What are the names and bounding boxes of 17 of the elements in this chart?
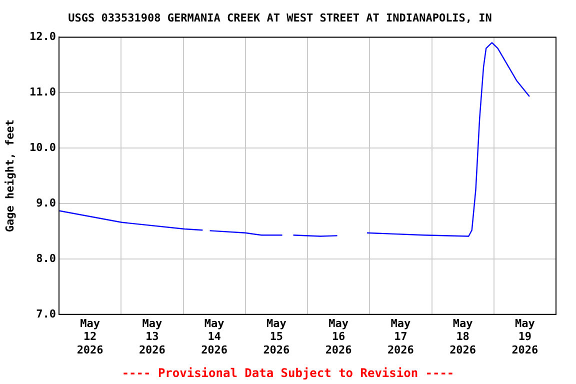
x-tick-label: May 16 2026 — [325, 316, 352, 356]
y-tick-label: 8.0 — [36, 252, 56, 265]
x-tick-label: May 15 2026 — [263, 316, 290, 356]
x-tick-label: May 19 2026 — [512, 316, 539, 356]
y-axis-title: Gage height, feet — [3, 120, 16, 232]
x-tick-label: May 12 2026 — [76, 316, 104, 356]
y-tick-label: 7.0 — [36, 307, 56, 320]
y-tick-label: 10.0 — [30, 140, 56, 154]
chart-title: USGS 033531908 GERMANIA CREEK AT WEST STREET AT INDIANAPOLIS, IN — [68, 11, 492, 24]
x-tick-label: May 18 2026 — [450, 316, 476, 356]
x-tick-label: May 13 2026 — [138, 316, 166, 356]
x-tick-label: May 17 2026 — [387, 316, 414, 356]
y-tick-label: 9.0 — [36, 196, 56, 210]
y-tick-label: 12.0 — [30, 30, 56, 44]
x-tick-label: May 14 2026 — [201, 316, 228, 356]
text: ---- Provisional Data Subject to Revision ---- — [120, 366, 456, 380]
y-tick-label: 11.0 — [30, 86, 56, 98]
